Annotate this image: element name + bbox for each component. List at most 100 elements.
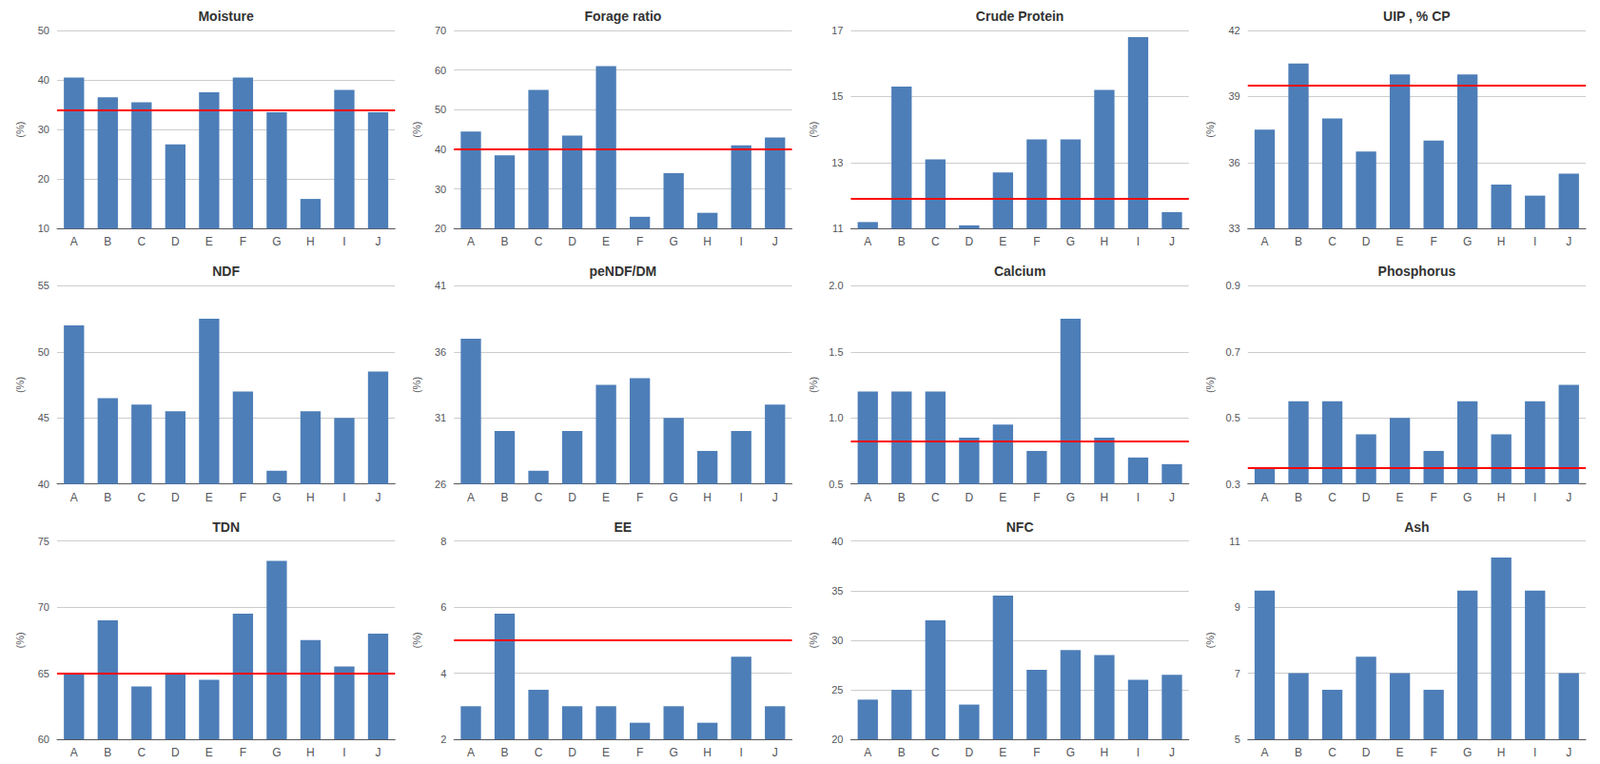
svg-text:A: A — [70, 490, 79, 505]
svg-text:C: C — [136, 745, 146, 760]
svg-text:5: 5 — [1234, 733, 1241, 745]
svg-text:42: 42 — [1229, 24, 1241, 37]
svg-text:33: 33 — [1229, 222, 1241, 235]
svg-text:8: 8 — [440, 535, 447, 547]
svg-text:25: 25 — [831, 683, 843, 696]
svg-text:H: H — [1497, 490, 1506, 505]
svg-text:J: J — [772, 490, 779, 505]
svg-text:G: G — [668, 745, 678, 760]
svg-text:40: 40 — [434, 143, 447, 156]
svg-text:E: E — [1396, 745, 1405, 760]
svg-text:E: E — [1396, 234, 1405, 249]
svg-text:J: J — [1169, 745, 1175, 760]
svg-text:A: A — [863, 234, 872, 249]
svg-text:B: B — [103, 234, 112, 249]
svg-text:E: E — [205, 490, 214, 505]
svg-text:A: A — [70, 234, 79, 249]
svg-text:(%): (%) — [1204, 376, 1216, 393]
svg-text:J: J — [374, 234, 381, 249]
svg-text:A: A — [70, 745, 79, 760]
svg-text:39: 39 — [1229, 90, 1241, 102]
svg-text:B: B — [1294, 234, 1303, 249]
svg-text:E: E — [602, 745, 610, 760]
svg-text:H: H — [1100, 234, 1110, 249]
svg-text:6: 6 — [440, 601, 447, 613]
svg-text:11: 11 — [1229, 535, 1240, 547]
svg-text:G: G — [1463, 745, 1472, 760]
svg-text:15: 15 — [831, 90, 843, 102]
svg-text:A: A — [863, 490, 872, 505]
svg-text:30: 30 — [38, 123, 50, 136]
svg-text:I: I — [740, 234, 743, 249]
svg-text:D: D — [171, 234, 180, 249]
svg-text:(%): (%) — [410, 376, 423, 393]
svg-text:10: 10 — [38, 222, 50, 235]
svg-text:65: 65 — [38, 667, 50, 680]
svg-text:G: G — [668, 490, 678, 505]
svg-text:B: B — [103, 745, 112, 760]
svg-text:I: I — [342, 745, 346, 760]
svg-text:D: D — [567, 490, 577, 505]
svg-text:H: H — [306, 745, 315, 760]
svg-text:60: 60 — [434, 64, 447, 77]
svg-text:G: G — [1463, 234, 1472, 249]
svg-text:H: H — [1100, 490, 1110, 505]
svg-text:A: A — [1261, 745, 1269, 760]
svg-text:F: F — [1429, 234, 1437, 249]
svg-text:UIP , % CP: UIP , % CP — [1383, 8, 1451, 24]
svg-text:C: C — [1327, 745, 1337, 760]
svg-text:C: C — [136, 490, 146, 505]
svg-text:G: G — [1066, 490, 1075, 505]
svg-text:Ash: Ash — [1404, 519, 1429, 535]
svg-text:Phosphorus: Phosphorus — [1378, 263, 1457, 279]
svg-text:B: B — [897, 745, 906, 760]
svg-text:D: D — [965, 490, 975, 505]
svg-text:B: B — [501, 490, 509, 505]
svg-text:EE: EE — [614, 519, 633, 535]
svg-text:I: I — [1533, 234, 1537, 249]
svg-text:F: F — [239, 490, 247, 505]
svg-text:G: G — [1463, 490, 1472, 505]
svg-text:J: J — [374, 490, 381, 505]
svg-text:20: 20 — [831, 733, 843, 745]
svg-text:G: G — [272, 490, 281, 505]
svg-text:B: B — [897, 234, 906, 249]
svg-text:0.9: 0.9 — [1225, 279, 1240, 292]
svg-text:50: 50 — [38, 24, 50, 37]
svg-text:F: F — [636, 234, 644, 249]
svg-text:G: G — [272, 234, 281, 249]
svg-text:0.3: 0.3 — [1225, 478, 1240, 490]
svg-text:60: 60 — [38, 733, 50, 745]
svg-text:D: D — [965, 745, 975, 760]
svg-text:TDN: TDN — [212, 519, 240, 535]
svg-text:45: 45 — [38, 411, 50, 424]
svg-text:E: E — [205, 745, 214, 760]
svg-text:C: C — [534, 490, 544, 505]
svg-text:H: H — [306, 490, 315, 505]
svg-text:31: 31 — [434, 411, 447, 424]
svg-text:B: B — [103, 490, 112, 505]
svg-text:50: 50 — [38, 346, 50, 358]
svg-text:0.5: 0.5 — [828, 478, 843, 490]
svg-text:J: J — [1169, 490, 1175, 505]
svg-text:(%): (%) — [410, 121, 423, 138]
svg-text:17: 17 — [831, 24, 843, 37]
svg-text:H: H — [306, 234, 315, 249]
svg-text:Forage ratio: Forage ratio — [584, 8, 662, 24]
svg-text:D: D — [1362, 490, 1371, 505]
svg-text:2: 2 — [440, 733, 447, 745]
svg-text:J: J — [1565, 234, 1572, 249]
svg-text:peNDF/DM: peNDF/DM — [588, 263, 657, 279]
svg-text:C: C — [534, 745, 544, 760]
svg-text:40: 40 — [831, 535, 843, 547]
svg-text:70: 70 — [38, 601, 50, 613]
svg-text:I: I — [1136, 234, 1140, 249]
svg-text:E: E — [602, 490, 610, 505]
svg-text:1.0: 1.0 — [828, 411, 843, 424]
svg-text:H: H — [702, 234, 712, 249]
svg-text:NFC: NFC — [1006, 519, 1035, 535]
svg-text:(%): (%) — [410, 631, 423, 648]
svg-text:Crude Protein: Crude Protein — [975, 8, 1065, 24]
svg-text:0.7: 0.7 — [1225, 346, 1240, 358]
svg-text:F: F — [239, 745, 247, 760]
